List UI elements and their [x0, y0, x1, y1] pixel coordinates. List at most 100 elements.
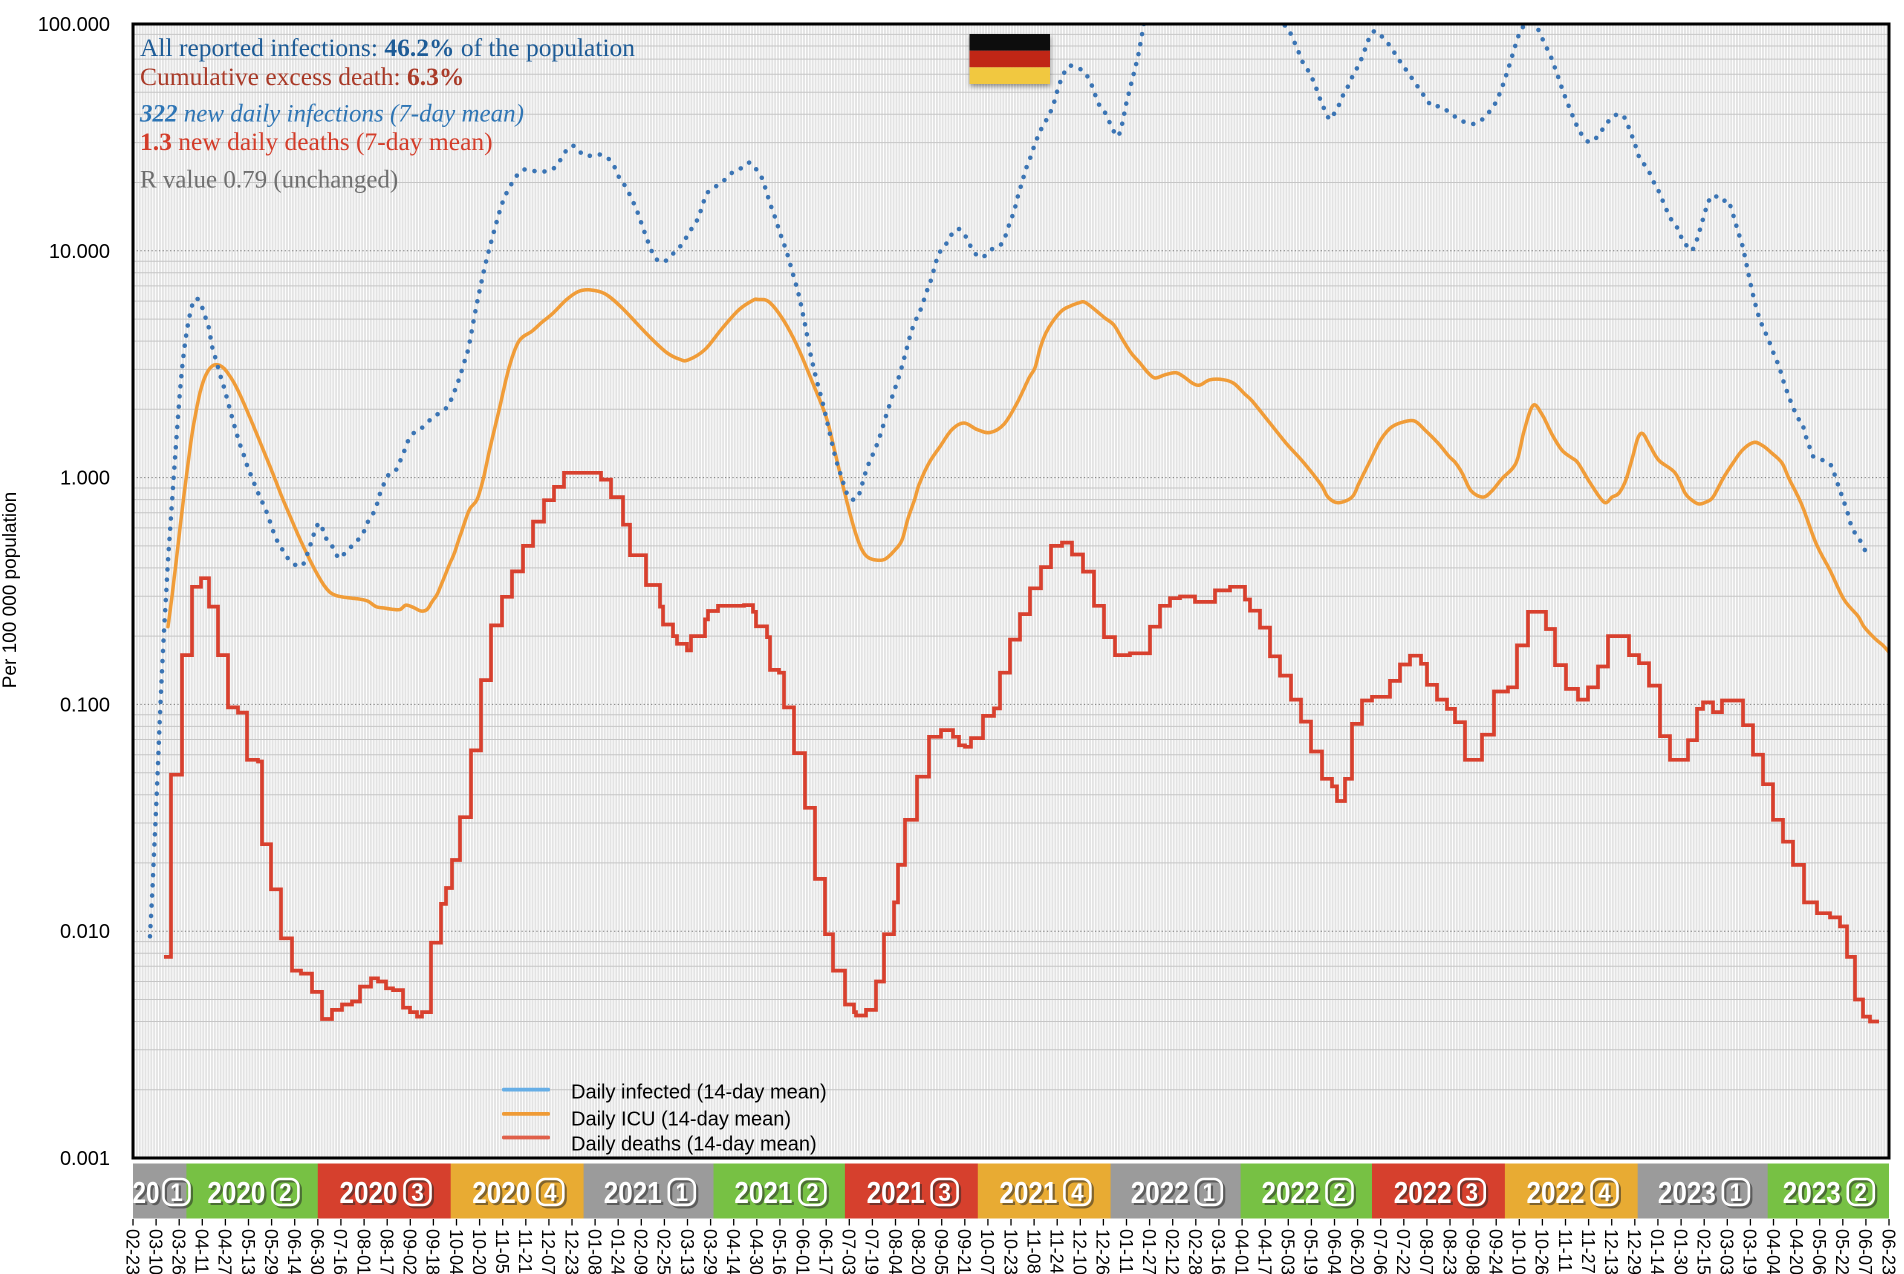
svg-text:03-03: 03-03	[1717, 1229, 1737, 1274]
svg-text:2: 2	[1857, 1181, 1870, 1209]
svg-text:0.100: 0.100	[60, 694, 110, 716]
svg-text:10-07: 10-07	[977, 1229, 997, 1274]
svg-text:1: 1	[676, 1179, 689, 1207]
svg-text:03-19: 03-19	[1740, 1229, 1760, 1274]
svg-text:Daily ICU (14-day mean): Daily ICU (14-day mean)	[571, 1109, 791, 1131]
svg-text:100.000: 100.000	[38, 14, 110, 36]
svg-text:06-01: 06-01	[792, 1229, 812, 1274]
svg-text:12-26: 12-26	[1093, 1229, 1113, 1274]
svg-text:3: 3	[1468, 1181, 1481, 1209]
svg-text:09-24: 09-24	[1486, 1229, 1506, 1274]
svg-text:3: 3	[938, 1179, 951, 1207]
svg-text:05-22: 05-22	[1832, 1229, 1852, 1274]
svg-text:2022: 2022	[1131, 1175, 1189, 1210]
svg-text:11-24: 11-24	[1047, 1229, 1067, 1274]
svg-text:1.3 new daily deaths (7-day me: 1.3 new daily deaths (7-day mean)	[140, 127, 493, 156]
svg-text:4: 4	[1073, 1181, 1086, 1209]
svg-text:03-26: 03-26	[169, 1229, 189, 1274]
svg-text:04-04: 04-04	[1763, 1229, 1783, 1274]
svg-text:2020: 2020	[475, 1177, 533, 1212]
svg-text:03-16: 03-16	[1208, 1229, 1228, 1274]
svg-text:04-01: 04-01	[1231, 1229, 1251, 1274]
svg-text:12-10: 12-10	[1070, 1229, 1090, 1274]
svg-text:04-14: 04-14	[723, 1229, 743, 1274]
svg-text:08-20: 08-20	[908, 1229, 928, 1274]
svg-text:01-30: 01-30	[1670, 1229, 1690, 1274]
svg-text:Daily infected (14-day mean): Daily infected (14-day mean)	[571, 1082, 827, 1104]
svg-text:10-10: 10-10	[1509, 1229, 1529, 1274]
svg-text:2022: 2022	[1264, 1177, 1322, 1212]
svg-text:02-15: 02-15	[1694, 1229, 1714, 1274]
svg-text:01-08: 01-08	[584, 1229, 604, 1274]
svg-text:06-30: 06-30	[307, 1229, 327, 1274]
svg-text:2: 2	[1335, 1181, 1348, 1209]
svg-text:Daily deaths (14-day mean): Daily deaths (14-day mean)	[571, 1134, 817, 1156]
svg-text:1: 1	[678, 1181, 691, 1209]
svg-text:07-22: 07-22	[1393, 1229, 1413, 1274]
svg-text:2020: 2020	[340, 1175, 398, 1210]
svg-text:06-17: 06-17	[816, 1229, 836, 1274]
svg-text:2021: 2021	[1002, 1177, 1060, 1212]
svg-text:10-23: 10-23	[1000, 1229, 1020, 1274]
svg-text:05-16: 05-16	[769, 1229, 789, 1274]
svg-text:06-14: 06-14	[284, 1229, 304, 1274]
svg-text:2021: 2021	[604, 1175, 662, 1210]
svg-text:4: 4	[546, 1181, 559, 1209]
svg-text:02-12: 02-12	[1162, 1229, 1182, 1274]
svg-text:20: 20	[135, 1177, 162, 1212]
svg-text:09-02: 09-02	[400, 1229, 420, 1274]
svg-text:0.010: 0.010	[60, 921, 110, 943]
svg-text:1: 1	[1205, 1181, 1218, 1209]
svg-text:04-20: 04-20	[1786, 1229, 1806, 1274]
svg-text:2023: 2023	[1660, 1177, 1718, 1212]
svg-text:05-13: 05-13	[238, 1229, 258, 1274]
svg-text:2021: 2021	[606, 1177, 664, 1212]
svg-text:02-28: 02-28	[1185, 1229, 1205, 1274]
svg-text:11-21: 11-21	[515, 1229, 535, 1274]
svg-text:3: 3	[413, 1181, 426, 1209]
svg-text:12-07: 12-07	[538, 1229, 558, 1274]
svg-text:4: 4	[1071, 1179, 1084, 1207]
svg-text:1: 1	[1203, 1179, 1216, 1207]
svg-text:All reported infections: 46.2%: All reported infections: 46.2% of the po…	[140, 33, 635, 62]
svg-text:01-11: 01-11	[1116, 1229, 1136, 1274]
svg-text:04-17: 04-17	[1255, 1229, 1275, 1274]
svg-text:07-06: 07-06	[1370, 1229, 1390, 1274]
svg-text:03-29: 03-29	[700, 1229, 720, 1274]
svg-text:2020: 2020	[207, 1175, 265, 1210]
svg-text:09-18: 09-18	[423, 1229, 443, 1274]
svg-text:09-08: 09-08	[1462, 1229, 1482, 1274]
svg-text:4: 4	[1600, 1181, 1613, 1209]
svg-text:05-19: 05-19	[1301, 1229, 1321, 1274]
svg-text:3: 3	[941, 1181, 954, 1209]
svg-text:04-11: 04-11	[192, 1229, 212, 1274]
svg-text:02-09: 02-09	[631, 1229, 651, 1274]
svg-text:2023: 2023	[1658, 1175, 1716, 1210]
svg-text:01-27: 01-27	[1139, 1229, 1159, 1274]
svg-text:08-23: 08-23	[1439, 1229, 1459, 1274]
svg-text:01-24: 01-24	[608, 1229, 628, 1274]
svg-text:1: 1	[1730, 1179, 1743, 1207]
svg-text:0.001: 0.001	[60, 1148, 110, 1170]
svg-text:08-17: 08-17	[377, 1229, 397, 1274]
svg-text:2021: 2021	[867, 1175, 925, 1210]
svg-text:06-07: 06-07	[1855, 1229, 1875, 1274]
svg-text:2: 2	[806, 1179, 819, 1207]
svg-text:05-29: 05-29	[261, 1229, 281, 1274]
svg-text:3: 3	[1465, 1179, 1478, 1207]
svg-text:Per 100 000 population: Per 100 000 population	[0, 492, 21, 689]
svg-text:10.000: 10.000	[49, 241, 110, 263]
svg-text:4: 4	[1598, 1179, 1611, 1207]
svg-text:10-20: 10-20	[469, 1229, 489, 1274]
svg-text:09-21: 09-21	[954, 1229, 974, 1274]
svg-text:01-14: 01-14	[1647, 1229, 1667, 1274]
svg-text:2: 2	[1333, 1179, 1346, 1207]
svg-text:2: 2	[281, 1181, 294, 1209]
svg-text:2020: 2020	[472, 1175, 530, 1210]
svg-text:12-13: 12-13	[1601, 1229, 1621, 1274]
svg-text:2020: 2020	[210, 1177, 268, 1212]
svg-text:2021: 2021	[734, 1175, 792, 1210]
svg-text:2022: 2022	[1396, 1177, 1454, 1212]
svg-text:07-16: 07-16	[330, 1229, 350, 1274]
svg-text:12-23: 12-23	[561, 1229, 581, 1274]
